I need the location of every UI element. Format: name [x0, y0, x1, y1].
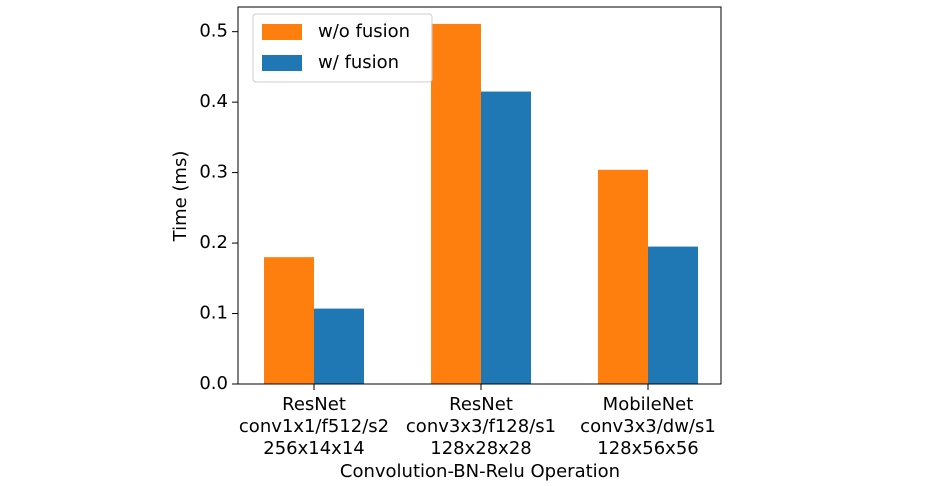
y-tick-label: 0.5 — [199, 21, 228, 42]
bar — [314, 308, 364, 384]
x-tick-label: conv3x3/dw/s1 — [580, 416, 716, 437]
legend-swatch — [262, 55, 302, 71]
y-tick-label: 0.2 — [199, 232, 228, 253]
y-tick-label: 0.0 — [199, 373, 228, 394]
y-tick-label: 0.4 — [199, 91, 228, 112]
x-tick-label: MobileNet — [603, 394, 694, 415]
y-tick-label: 0.1 — [199, 303, 228, 324]
x-tick-label: ResNet — [449, 394, 513, 415]
legend-swatch — [262, 24, 302, 40]
plot-frame — [237, 6, 722, 385]
x-tick-label: conv3x3/f128/s1 — [406, 416, 556, 437]
x-tick-label: 128x28x28 — [430, 438, 531, 459]
x-tick-label: conv1x1/f512/s2 — [239, 416, 389, 437]
x-tick-label: 128x56x56 — [597, 438, 698, 459]
y-axis-title: Time (ms) — [170, 151, 191, 243]
bar — [431, 23, 481, 385]
y-tick-label: 0.3 — [199, 162, 228, 183]
legend-label: w/ fusion — [318, 52, 399, 73]
x-tick-label: 256x14x14 — [263, 438, 364, 459]
x-axis-title: Convolution-BN-Relu Operation — [340, 461, 620, 482]
bar — [481, 91, 531, 385]
bar — [648, 246, 698, 384]
bar — [598, 169, 648, 384]
legend-label: w/o fusion — [318, 21, 410, 42]
bar — [264, 257, 314, 384]
x-tick-label: ResNet — [282, 394, 346, 415]
